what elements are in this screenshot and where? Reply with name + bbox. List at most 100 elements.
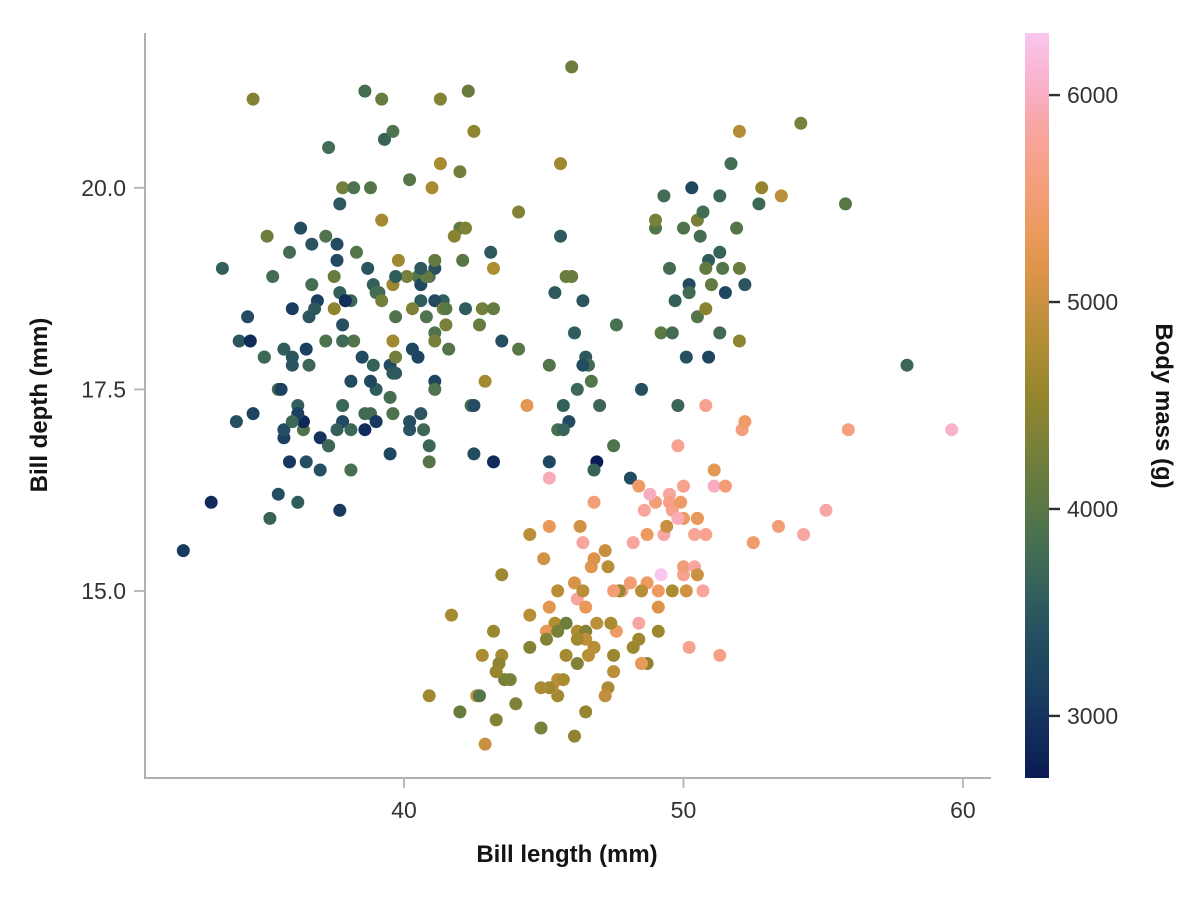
data-point	[682, 286, 696, 300]
data-point	[445, 608, 458, 622]
data-point	[598, 544, 612, 558]
data-point	[523, 640, 537, 654]
data-point	[389, 310, 403, 324]
data-point	[442, 342, 456, 356]
data-point	[607, 439, 621, 453]
data-point	[447, 229, 461, 243]
data-point	[587, 495, 601, 509]
data-point	[688, 528, 702, 541]
data-point	[274, 382, 288, 396]
data-point	[565, 270, 579, 283]
data-point	[204, 495, 218, 509]
data-point	[699, 399, 713, 412]
data-point	[285, 415, 299, 429]
data-point	[696, 205, 710, 219]
data-point	[556, 399, 570, 412]
data-point	[386, 334, 400, 348]
data-point	[336, 334, 350, 348]
data-point	[294, 221, 308, 235]
data-point	[693, 229, 707, 243]
data-point	[590, 616, 604, 630]
data-point	[333, 197, 347, 211]
data-point	[679, 584, 693, 598]
data-point	[467, 447, 481, 461]
data-point	[489, 665, 503, 679]
data-point	[369, 415, 383, 429]
data-point	[900, 358, 914, 372]
data-point	[651, 584, 665, 598]
data-point	[718, 286, 732, 300]
data-point	[556, 673, 570, 687]
data-point	[542, 519, 556, 533]
x-tick-label: 60	[950, 797, 976, 823]
data-point	[623, 471, 637, 485]
data-point	[632, 479, 646, 493]
y-axis-ticks: 15.0 17.5 20.0	[81, 175, 145, 604]
data-point	[176, 544, 190, 558]
data-point	[366, 358, 380, 372]
data-point	[696, 584, 710, 598]
data-point	[355, 350, 369, 364]
data-point	[487, 302, 500, 316]
data-point	[576, 358, 590, 372]
data-point	[598, 689, 612, 703]
data-point	[604, 616, 618, 630]
data-point	[229, 415, 243, 429]
data-point	[746, 536, 760, 550]
data-point	[643, 487, 657, 501]
data-point	[428, 382, 442, 396]
data-point	[512, 205, 526, 219]
data-point	[679, 350, 693, 364]
data-point	[386, 124, 400, 138]
data-point	[347, 334, 361, 348]
data-point	[730, 221, 744, 235]
data-point	[584, 374, 598, 388]
data-point	[358, 84, 372, 98]
data-point	[478, 374, 492, 388]
data-point	[671, 439, 685, 453]
data-point	[400, 270, 414, 283]
data-point	[685, 181, 699, 195]
data-point	[419, 310, 433, 324]
data-point	[559, 616, 573, 630]
data-point	[439, 302, 453, 316]
data-point	[548, 286, 562, 300]
colorbar-title: Body mass (g)	[1150, 323, 1177, 488]
data-point	[579, 705, 593, 719]
data-point	[637, 503, 651, 517]
data-point	[718, 479, 732, 493]
colorbar-ticks: 3000 4000 5000 6000	[1049, 82, 1118, 729]
data-point	[520, 399, 534, 412]
data-point	[283, 245, 296, 259]
data-point	[428, 334, 442, 348]
data-point	[285, 358, 299, 372]
data-point	[263, 511, 277, 525]
data-point	[389, 366, 403, 380]
data-point	[632, 632, 646, 646]
data-point	[699, 528, 713, 541]
x-axis-title: Bill length (mm)	[476, 841, 657, 868]
data-point	[425, 181, 439, 195]
data-point	[654, 568, 668, 582]
data-point	[635, 584, 648, 598]
data-point	[671, 399, 685, 412]
data-point	[551, 624, 565, 638]
data-point	[336, 318, 350, 332]
data-point	[487, 624, 500, 638]
data-point	[391, 253, 405, 267]
data-point	[487, 261, 500, 275]
data-point	[277, 423, 291, 437]
data-point	[587, 640, 601, 654]
colorbar	[1025, 33, 1049, 778]
data-point	[344, 374, 358, 388]
data-point	[534, 681, 548, 695]
data-point	[663, 495, 676, 509]
data-point	[489, 713, 503, 727]
data-point	[523, 528, 537, 541]
data-point	[568, 576, 581, 590]
data-point	[467, 399, 481, 412]
data-point	[660, 519, 674, 533]
data-point	[338, 294, 352, 308]
data-point	[668, 294, 682, 308]
data-point	[576, 294, 590, 308]
